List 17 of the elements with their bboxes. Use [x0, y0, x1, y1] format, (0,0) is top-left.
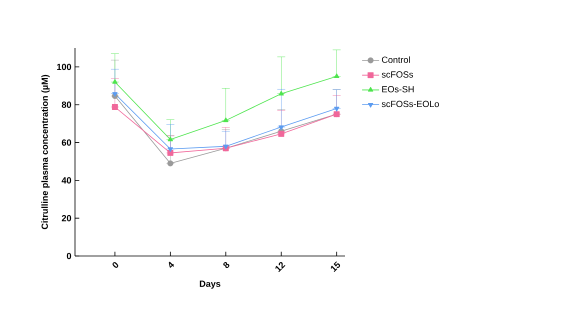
y-tick-label: 80	[62, 102, 72, 108]
x-axis-title: Days	[200, 280, 220, 289]
legend-label: scFOSs-EOLo	[382, 100, 439, 108]
legend-label: Control	[382, 56, 410, 63]
x-tick-label: 12	[275, 262, 286, 272]
x-tick-label: 15	[330, 261, 340, 272]
legend-label: scFOSs	[382, 71, 414, 78]
x-tick-label: 0	[112, 262, 118, 268]
x-tick-label: 4	[168, 262, 174, 268]
y-tick-label: 60	[62, 139, 72, 146]
legend-label: EOs-SH	[382, 86, 414, 92]
x-tick-label: 8	[223, 262, 230, 268]
y-axis-title: Citrulline plasma concentration (µM)	[41, 74, 50, 230]
y-tick-label: 0	[66, 252, 72, 260]
y-tick-label: 100	[57, 64, 72, 70]
y-tick-label: 20	[62, 215, 72, 222]
y-tick-label: 40	[62, 177, 72, 184]
